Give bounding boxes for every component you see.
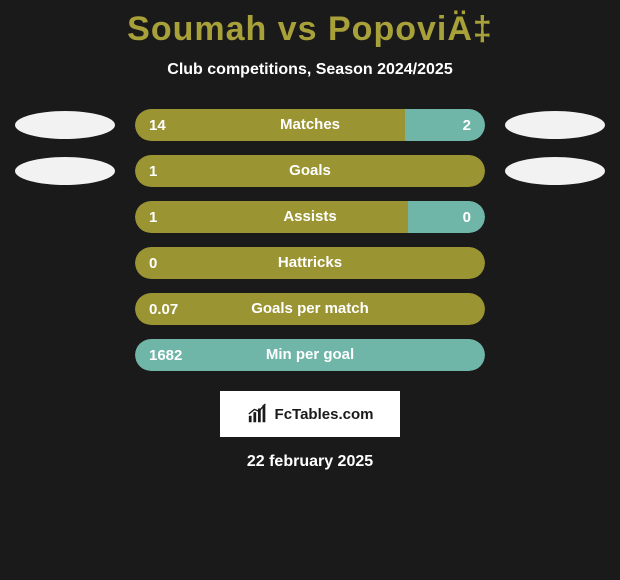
avatar-right [505, 111, 605, 139]
stat-bar: 0.07Goals per match [135, 293, 485, 325]
bar-track: 1682 [135, 339, 485, 371]
stat-bar: 142Matches [135, 109, 485, 141]
stat-bar: 0Hattricks [135, 247, 485, 279]
bar-right-value: 0 [408, 201, 485, 233]
bar-right-value: 2 [405, 109, 486, 141]
bar-left-value: 0 [135, 247, 485, 279]
date-text: 22 february 2025 [0, 453, 620, 471]
logo-text: FcTables.com [275, 406, 374, 423]
subtitle: Club competitions, Season 2024/2025 [0, 61, 620, 79]
stat-row: 1682Min per goal [0, 339, 620, 371]
bar-track: 1 [135, 155, 485, 187]
avatar-left [15, 157, 115, 185]
bar-left-value: 1682 [135, 339, 485, 371]
page-title: Soumah vs PopoviÄ‡ [0, 10, 620, 49]
logo-box[interactable]: FcTables.com [220, 391, 400, 437]
stat-row: 10Assists [0, 201, 620, 233]
stat-bar: 10Assists [135, 201, 485, 233]
avatar-left [15, 111, 115, 139]
bar-left-value: 1 [135, 155, 485, 187]
bar-track: 10 [135, 201, 485, 233]
stat-bar: 1682Min per goal [135, 339, 485, 371]
chart-icon [247, 403, 269, 425]
bar-track: 0 [135, 247, 485, 279]
stat-bar: 1Goals [135, 155, 485, 187]
bar-left-value: 0.07 [135, 293, 485, 325]
stat-row: 142Matches [0, 109, 620, 141]
stat-row: 0.07Goals per match [0, 293, 620, 325]
bar-left-value: 1 [135, 201, 408, 233]
stats-rows: 142Matches 1Goals 10Assists 0Hattricks 0.07G… [0, 109, 620, 371]
bar-track: 142 [135, 109, 485, 141]
bar-track: 0.07 [135, 293, 485, 325]
avatar-right [505, 157, 605, 185]
stat-row: 1Goals [0, 155, 620, 187]
bar-left-value: 14 [135, 109, 405, 141]
comparison-card: Soumah vs PopoviÄ‡ Club competitions, Se… [0, 0, 620, 471]
stat-row: 0Hattricks [0, 247, 620, 279]
